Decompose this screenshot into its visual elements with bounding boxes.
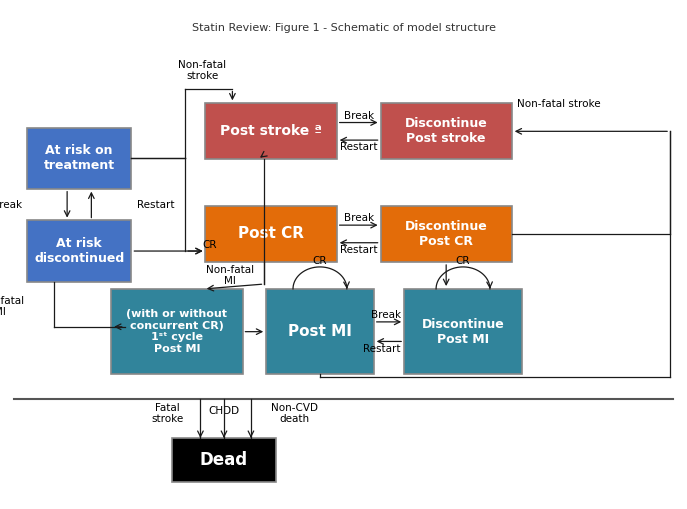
Text: Non-fatal
stroke: Non-fatal stroke: [178, 60, 226, 81]
Text: Non-fatal stroke: Non-fatal stroke: [517, 99, 600, 109]
Text: (with or without
concurrent CR)
1ˢᵗ cycle
Post MI: (with or without concurrent CR) 1ˢᵗ cycl…: [126, 309, 227, 354]
FancyBboxPatch shape: [381, 206, 512, 262]
FancyBboxPatch shape: [27, 220, 131, 281]
Text: CR: CR: [202, 240, 216, 250]
FancyBboxPatch shape: [172, 438, 276, 482]
Text: CHDD: CHDD: [208, 406, 240, 416]
Text: At risk on
treatment: At risk on treatment: [44, 144, 115, 172]
Text: Post MI: Post MI: [288, 324, 352, 339]
Text: CR: CR: [313, 256, 327, 266]
Text: Post stroke ª: Post stroke ª: [220, 124, 322, 138]
Text: At risk
discontinued: At risk discontinued: [34, 237, 124, 265]
FancyBboxPatch shape: [404, 289, 522, 375]
Text: Dead: Dead: [200, 451, 248, 469]
Text: Restart: Restart: [137, 200, 174, 210]
Text: Restart: Restart: [340, 142, 377, 152]
Text: Post CR: Post CR: [238, 227, 304, 241]
Text: Break: Break: [344, 213, 374, 223]
Text: Discontinue
Post CR: Discontinue Post CR: [405, 220, 488, 248]
Text: Discontinue
Post stroke: Discontinue Post stroke: [405, 117, 488, 146]
Text: Restart: Restart: [363, 344, 401, 354]
Text: Discontinue
Post MI: Discontinue Post MI: [422, 318, 504, 346]
FancyBboxPatch shape: [27, 128, 131, 189]
Text: Restart: Restart: [340, 244, 377, 254]
Text: Fatal
stroke: Fatal stroke: [151, 403, 183, 425]
Text: Break: Break: [344, 110, 374, 121]
Text: CR: CR: [455, 256, 471, 266]
Text: Non-CVD
death: Non-CVD death: [271, 403, 318, 425]
Text: Non-fatal
MI: Non-fatal MI: [0, 296, 23, 318]
Text: Statin Review: Figure 1 - Schematic of model structure: Statin Review: Figure 1 - Schematic of m…: [192, 22, 495, 33]
Text: Break: Break: [0, 200, 22, 210]
FancyBboxPatch shape: [205, 103, 337, 159]
Text: Non-fatal
MI: Non-fatal MI: [206, 265, 254, 286]
FancyBboxPatch shape: [381, 103, 512, 159]
FancyBboxPatch shape: [205, 206, 337, 262]
FancyBboxPatch shape: [266, 289, 374, 375]
FancyBboxPatch shape: [111, 289, 243, 375]
Text: Break: Break: [370, 309, 401, 320]
